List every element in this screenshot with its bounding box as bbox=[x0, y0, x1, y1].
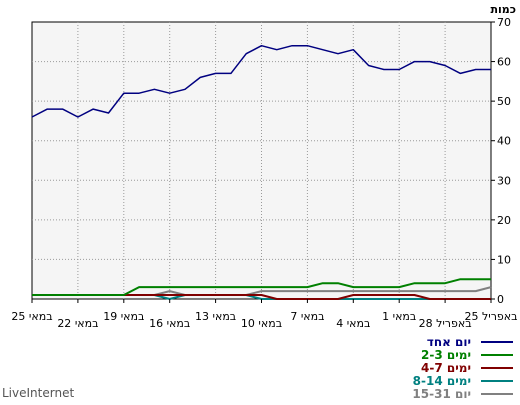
x-tick-label: 25 במאי bbox=[11, 310, 52, 323]
legend-label: יום אחד bbox=[427, 335, 471, 349]
x-tick-label: 25 באפריל bbox=[464, 310, 517, 323]
y-tick-label: 20 bbox=[497, 214, 511, 227]
x-tick-label: 7 במאי bbox=[290, 310, 324, 323]
legend-label: 4-7 ימים bbox=[421, 361, 471, 375]
y-tick-label: 10 bbox=[497, 253, 511, 266]
legend-label: 8-14 ימים bbox=[413, 374, 471, 388]
legend-label: 15-31 יום bbox=[412, 387, 471, 401]
grid-lines bbox=[32, 22, 491, 299]
y-tick-label: 40 bbox=[497, 135, 511, 148]
y-tick-label: 70 bbox=[497, 16, 511, 29]
y-axis-label: כמות bbox=[491, 3, 516, 16]
x-tick-label: 28 באפריל bbox=[419, 317, 472, 330]
y-tick-label: 0 bbox=[497, 293, 504, 306]
x-tick-label: 13 במאי bbox=[195, 310, 236, 323]
x-tick-label: 4 במאי bbox=[336, 317, 370, 330]
series-line-1 bbox=[31, 44, 491, 118]
y-tick-label: 60 bbox=[497, 56, 511, 69]
x-tick-label: 22 במאי bbox=[57, 317, 98, 330]
x-tick-label: 10 במאי bbox=[241, 317, 282, 330]
series-line-2 bbox=[32, 278, 491, 296]
x-tick-label: 1 במאי bbox=[382, 310, 416, 323]
brand-label: LiveInternet bbox=[2, 386, 75, 400]
x-tick-label: 19 במאי bbox=[103, 310, 144, 323]
legend-label: 2-3 ימים bbox=[421, 348, 471, 362]
y-tick-label: 30 bbox=[497, 174, 511, 187]
y-tick-label: 50 bbox=[497, 95, 511, 108]
x-tick-label: 16 במאי bbox=[149, 317, 190, 330]
